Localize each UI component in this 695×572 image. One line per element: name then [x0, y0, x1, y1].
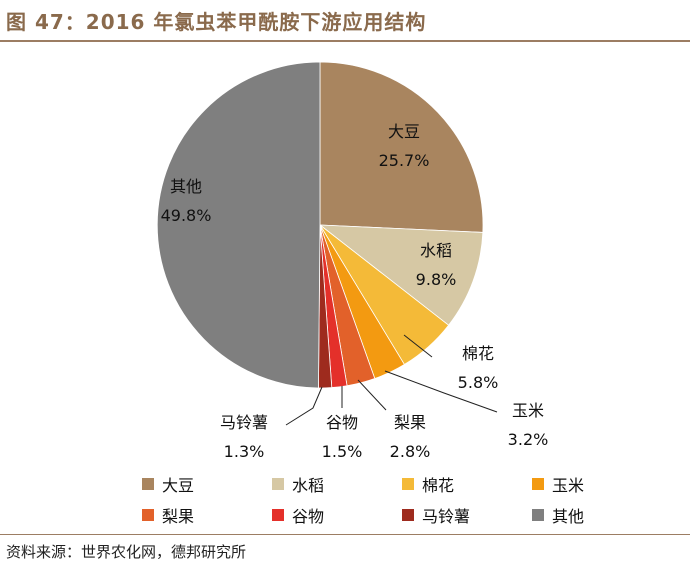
pie-slice-1 — [318, 224, 484, 326]
leader-line-2 — [403, 334, 433, 358]
legend-swatch — [142, 478, 154, 490]
slice-value-1: 9.8% — [416, 270, 457, 289]
legend-swatch — [272, 509, 284, 521]
legend-swatch — [402, 478, 414, 490]
source-note: 资料来源：世界农化网，德邦研究所 — [6, 543, 247, 561]
title-divider — [0, 40, 690, 42]
slice-value-6: 1.3% — [224, 442, 265, 461]
legend-swatch — [532, 478, 544, 490]
legend-item-7: 其他 — [532, 504, 584, 526]
legend-swatch — [532, 509, 544, 521]
legend-label: 马铃薯 — [422, 507, 471, 526]
slice-value-0: 25.7% — [379, 151, 430, 170]
legend-item-4: 梨果 — [142, 504, 194, 526]
slice-label-6: 马铃薯 — [220, 413, 268, 432]
leader-line-3 — [384, 370, 498, 413]
legend-label: 梨果 — [162, 507, 195, 526]
legend-label: 棉花 — [422, 476, 455, 495]
legend: 大豆 水稻 棉花 玉米梨果 谷物 马铃薯 其他 — [0, 468, 695, 532]
legend-item-3: 玉米 — [532, 473, 584, 495]
legend-item-6: 马铃薯 — [402, 504, 470, 526]
legend-label: 玉米 — [552, 476, 585, 495]
slice-value-5: 1.5% — [322, 442, 363, 461]
legend-label: 大豆 — [162, 476, 195, 495]
slice-label-0: 大豆 — [388, 122, 420, 141]
legend-item-1: 水稻 — [272, 473, 324, 495]
leader-line-6 — [285, 386, 323, 426]
legend-item-0: 大豆 — [142, 473, 194, 495]
pie-chart: 大豆 25.7% 水稻 9.8% 棉花 5.8% 玉米 3.2% 梨果 2.8% 谷物 1.5% 马铃薯… — [156, 61, 549, 461]
leader-line-4 — [357, 379, 387, 411]
slice-label-4: 梨果 — [394, 413, 426, 432]
legend-swatch — [272, 478, 284, 490]
legend-label: 水稻 — [292, 476, 325, 495]
legend-label: 谷物 — [292, 507, 325, 526]
source-divider — [0, 534, 690, 535]
slice-label-2: 棉花 — [462, 344, 494, 363]
slice-label-7: 其他 — [170, 177, 202, 196]
legend-swatch — [142, 509, 154, 521]
slice-label-1: 水稻 — [420, 241, 452, 260]
slice-value-3: 3.2% — [508, 430, 549, 449]
pie-slice-7 — [156, 61, 321, 389]
legend-item-2: 棉花 — [402, 473, 454, 495]
pie-slice-0 — [319, 61, 484, 233]
slice-value-7: 49.8% — [161, 206, 212, 225]
legend-swatch — [402, 509, 414, 521]
slice-value-2: 5.8% — [458, 373, 499, 392]
slice-value-4: 2.8% — [390, 442, 431, 461]
legend-label: 其他 — [552, 507, 585, 526]
slice-label-5: 谷物 — [326, 413, 358, 432]
legend-item-5: 谷物 — [272, 504, 324, 526]
slice-label-3: 玉米 — [512, 401, 544, 420]
figure-title: 图 47：2016 年氯虫苯甲酰胺下游应用结构 — [6, 10, 427, 34]
